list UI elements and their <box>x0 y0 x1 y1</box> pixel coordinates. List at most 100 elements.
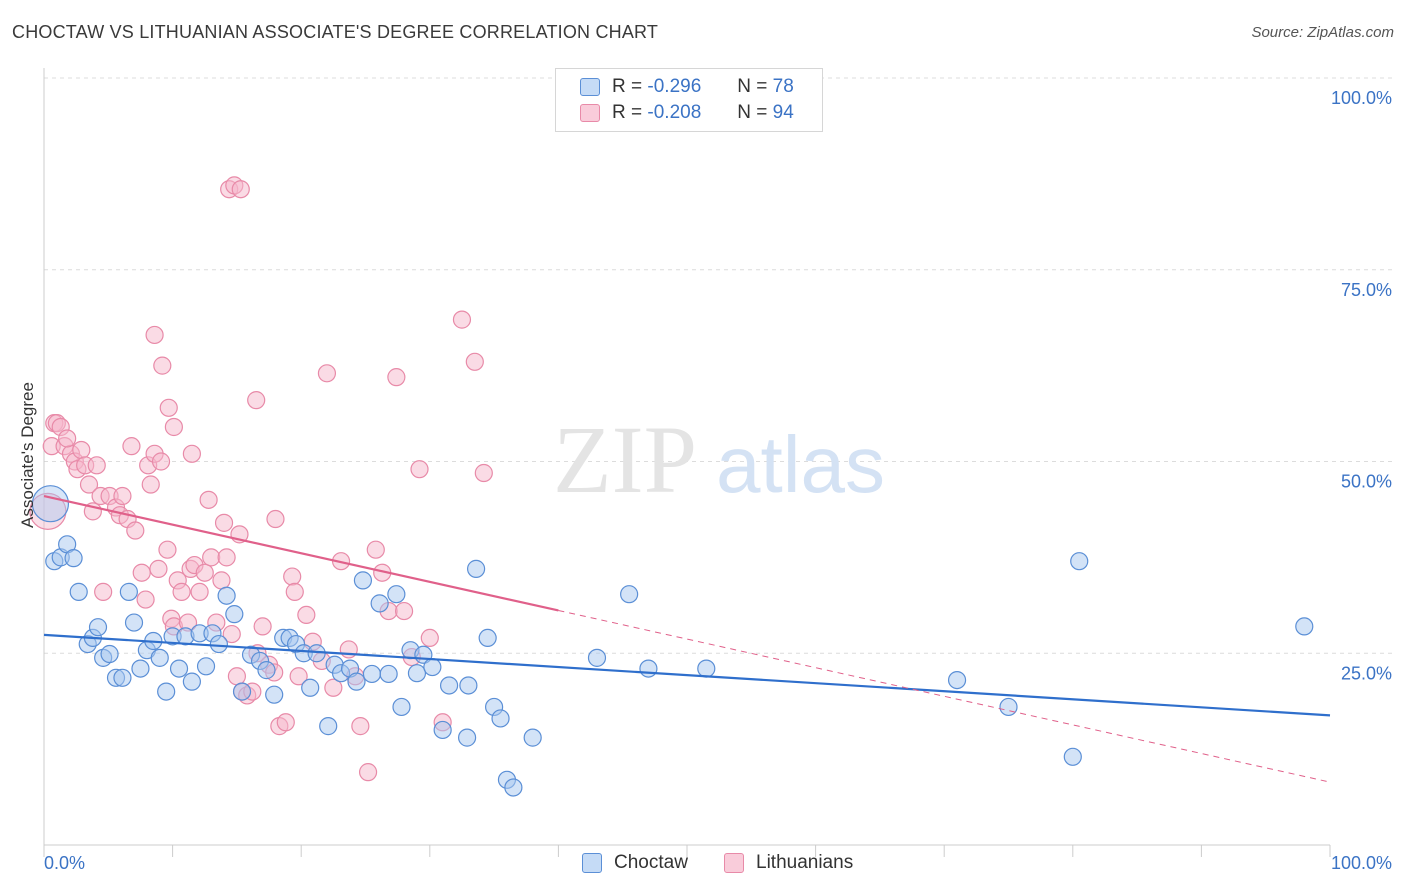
choctaw-point <box>433 720 452 740</box>
choctaw-point <box>131 659 150 678</box>
lithuanians-point <box>324 678 343 697</box>
choctaw-point <box>947 670 967 690</box>
lithuanians-point <box>126 521 145 540</box>
x-tick-label: 0.0% <box>44 853 85 873</box>
choctaw-point <box>504 778 523 797</box>
choctaw-point <box>119 582 138 601</box>
lithuanians-point <box>217 548 236 567</box>
choctaw-point <box>182 672 201 691</box>
choctaw-point <box>88 618 108 637</box>
choctaw-point <box>407 664 427 683</box>
choctaw-swatch <box>580 78 600 96</box>
r-label: R = <box>612 102 643 123</box>
lithuanians-point <box>79 475 99 494</box>
choctaw-point <box>423 657 442 677</box>
lithuanians-point <box>420 628 439 648</box>
choctaw-point <box>439 676 459 695</box>
lithuanians-point <box>202 548 221 567</box>
legend-row-lithuanians: R = -0.208 N = 94 <box>580 101 794 125</box>
lithuanians-point <box>283 567 302 586</box>
choctaw-point <box>1295 617 1314 636</box>
choctaw-point <box>466 559 486 578</box>
trend-lines <box>43 494 1331 783</box>
lithuanians-point <box>285 582 304 601</box>
lithuanians-point <box>366 540 385 559</box>
choctaw-point <box>319 717 338 736</box>
choctaw-point <box>459 676 478 695</box>
choctaw-point <box>457 728 477 747</box>
lithuanians-point <box>394 601 414 621</box>
lithuanians-point <box>227 667 246 686</box>
choctaw-point <box>169 659 189 678</box>
choctaw-point <box>257 661 276 680</box>
lithuanians-point <box>190 582 209 601</box>
lithuanians-point <box>247 391 266 410</box>
lithuanians-point <box>195 563 214 582</box>
choctaw-point <box>225 605 244 624</box>
y-tick-label: 100.0% <box>1331 88 1392 108</box>
legend-row-choctaw: R = -0.296 N = 78 <box>580 75 794 99</box>
y-tick-label: 50.0% <box>1341 472 1392 492</box>
series-choctaw <box>31 485 1314 797</box>
choctaw-point <box>69 582 88 601</box>
lithuanians-point <box>132 563 151 582</box>
axes <box>43 68 1331 857</box>
choctaw-point <box>523 728 542 747</box>
r-value: -0.296 <box>647 76 702 97</box>
choctaw-point <box>209 634 228 654</box>
lithuanians-trend-extension <box>558 609 1331 783</box>
x-tick-label: 100.0% <box>1331 853 1392 873</box>
lithuanians-point <box>149 559 168 578</box>
lithuanians-point <box>182 444 201 463</box>
lithuanians-point <box>145 325 164 345</box>
chart-source: Source: ZipAtlas.com <box>1251 24 1394 41</box>
choctaw-point <box>491 709 510 728</box>
choctaw-point <box>999 697 1018 717</box>
lithuanians-point <box>297 605 316 625</box>
choctaw-point <box>620 585 639 604</box>
choctaw-point <box>265 685 284 704</box>
choctaw-swatch <box>582 853 602 873</box>
y-tick-label: 25.0% <box>1341 663 1392 683</box>
legend-item-choctaw: Choctaw <box>582 852 688 874</box>
lithuanians-trend-line <box>43 494 559 612</box>
lithuanians-point <box>172 582 191 601</box>
n-value: 78 <box>772 76 794 97</box>
n-label: N = <box>737 76 768 97</box>
lithuanians-point <box>474 463 493 483</box>
choctaw-trend-line <box>43 633 1331 717</box>
series-legend: Choctaw Lithuanians <box>0 852 1406 878</box>
choctaw-point <box>639 659 658 678</box>
y-axis-label: Associate's Degree <box>18 382 37 528</box>
lithuanians-point <box>266 509 285 529</box>
lithuanians-point <box>358 763 378 782</box>
lithuanians-point <box>222 624 241 644</box>
lithuanians-point <box>158 540 177 559</box>
choctaw-point <box>100 644 119 664</box>
correlation-legend: R = -0.296 N = 78 R = -0.208 N = 94 <box>555 68 823 132</box>
n-label: N = <box>737 102 768 123</box>
lithuanians-point <box>136 590 155 609</box>
series-lithuanians <box>29 176 493 782</box>
choctaw-point <box>232 682 252 701</box>
lithuanians-point <box>231 180 250 199</box>
r-label: R = <box>612 76 643 97</box>
lithuanians-point <box>58 429 77 448</box>
lithuanians-point <box>212 571 231 590</box>
r-value: -0.208 <box>647 102 702 123</box>
lithuanians-point <box>141 475 160 494</box>
lithuanians-point <box>289 667 308 686</box>
choctaw-point <box>196 657 216 676</box>
choctaw-point <box>387 585 406 604</box>
choctaw-point <box>697 659 716 678</box>
lithuanians-point <box>87 456 106 475</box>
lithuanians-point <box>159 398 178 417</box>
lithuanians-point <box>122 437 141 456</box>
chart-title: CHOCTAW VS LITHUANIAN ASSOCIATE'S DEGREE… <box>12 22 659 42</box>
choctaw-point <box>353 571 373 590</box>
lithuanians-point <box>387 368 406 387</box>
choctaw-point <box>113 668 132 687</box>
lithuanians-point <box>153 356 172 375</box>
choctaw-point <box>362 664 382 684</box>
